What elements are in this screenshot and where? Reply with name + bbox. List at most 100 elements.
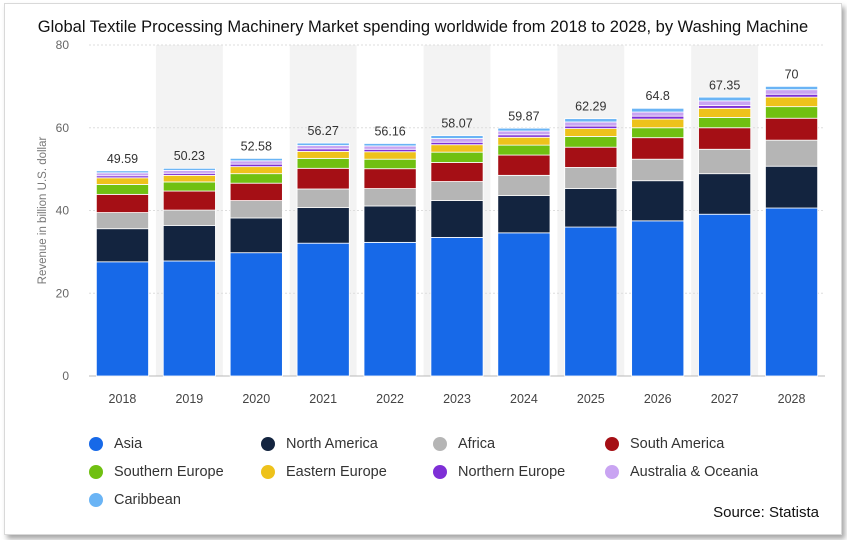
bar-segment-north-america [162, 224, 216, 262]
legend-marker [89, 465, 103, 479]
x-tick-label: 2025 [577, 392, 605, 406]
bar-segment-north-america [564, 188, 618, 228]
bar-segment-asia [765, 207, 819, 377]
bar-segment-northern-europe [631, 115, 685, 120]
total-data-label: 59.87 [508, 109, 539, 123]
bar-segment-north-america [497, 195, 551, 234]
bar-segment-caribbean [430, 135, 484, 139]
bar-segment-southern-europe [162, 181, 216, 192]
bar-segment-eastern-europe [430, 144, 484, 153]
bar-segment-south-america [698, 127, 752, 150]
chart-frame: Global Textile Processing Machinery Mark… [4, 3, 842, 535]
legend-label: Eastern Europe [286, 464, 387, 480]
bar-segment-southern-europe [363, 158, 417, 170]
bar-segment-australia-oceania [497, 130, 551, 136]
legend-label: Northern Europe [458, 464, 566, 480]
x-tick-label: 2026 [644, 392, 672, 406]
bar-segment-caribbean [296, 142, 350, 146]
source-note: Source: Statista [713, 504, 819, 521]
y-tick-label: 80 [56, 38, 70, 52]
bar-segment-asia [95, 261, 149, 377]
legend-item[interactable]: Southern Europe [89, 461, 224, 483]
legend-item[interactable]: Asia [89, 433, 142, 455]
bar-segment-asia [363, 241, 417, 377]
x-tick-label: 2021 [309, 392, 337, 406]
x-tick-label: 2020 [242, 392, 270, 406]
bar-segment-australia-oceania [564, 121, 618, 127]
bar-segment-asia [296, 242, 350, 377]
bar-segment-africa [698, 148, 752, 175]
bar-segment-africa [564, 167, 618, 189]
legend-item[interactable]: North America [261, 433, 378, 455]
bar-segment-caribbean [631, 107, 685, 113]
bar-segment-south-america [631, 137, 685, 160]
chart-title: Global Textile Processing Machinery Mark… [37, 18, 809, 36]
legend-item[interactable]: Australia & Oceania [605, 461, 758, 483]
legend-marker [89, 493, 103, 507]
legend-label: North America [286, 436, 378, 452]
legend-label: Caribbean [114, 492, 181, 508]
bar-segment-africa [296, 188, 350, 209]
bar-segment-asia [564, 226, 618, 377]
chart-plot: 0 20 40 60 80 Revenue in billion U.S. dollar 4… [37, 38, 825, 406]
bar-segment-caribbean [698, 96, 752, 102]
legend-label: South America [630, 436, 725, 452]
bar-segment-north-america [229, 217, 283, 254]
bar-segment-caribbean [229, 157, 283, 162]
legend-item[interactable]: Northern Europe [433, 461, 565, 483]
bar-segment-asia [229, 252, 283, 377]
bar-segment-africa [497, 174, 551, 197]
bar-segment-australia-oceania [229, 160, 283, 165]
x-tick-label: 2024 [510, 392, 538, 406]
bar-segment-north-america [296, 207, 350, 244]
total-data-label: 70 [785, 67, 799, 81]
legend-marker [433, 437, 447, 451]
legend-label: Southern Europe [114, 464, 224, 480]
x-tick-label: 2019 [175, 392, 203, 406]
bar-segment-south-america [564, 146, 618, 168]
bar-segment-northern-europe [698, 105, 752, 109]
y-axis-label: Revenue in billion U.S. dollar [37, 137, 49, 285]
bar-segment-southern-europe [631, 127, 685, 139]
legend-label: Australia & Oceania [630, 464, 759, 480]
legend-marker [261, 465, 275, 479]
legend-marker [605, 437, 619, 451]
bar-segment-australia-oceania [162, 169, 216, 174]
legend-marker [605, 465, 619, 479]
bar-segment-north-america [765, 165, 819, 209]
legend-item[interactable]: Caribbean [89, 489, 181, 511]
bar-segment-south-america [229, 182, 283, 201]
bar-segment-eastern-europe [363, 151, 417, 160]
bar-segment-southern-europe [698, 117, 752, 129]
bar-segment-eastern-europe [631, 118, 685, 129]
bar-segment-africa [229, 200, 283, 219]
bar-segment-southern-europe [229, 173, 283, 184]
bar-segment-north-america [363, 205, 417, 243]
legend-label: Africa [458, 436, 496, 452]
bar-segment-caribbean [95, 170, 149, 174]
total-data-label: 58.07 [441, 117, 472, 131]
legend-item[interactable]: Africa [433, 433, 495, 455]
bar-segment-south-america [497, 154, 551, 176]
bar-segment-eastern-europe [296, 150, 350, 159]
bar-segment-africa [430, 181, 484, 201]
bar-segment-caribbean [765, 85, 819, 91]
bar-segment-north-america [95, 228, 149, 263]
legend-item[interactable]: Eastern Europe [261, 461, 387, 483]
bar-segment-eastern-europe [162, 174, 216, 183]
bar-segment-australia-oceania [698, 100, 752, 106]
bar-segment-australia-oceania [765, 89, 819, 95]
bar-segment-asia [631, 220, 685, 377]
bar-segment-south-america [765, 117, 819, 141]
y-tick-label: 20 [56, 286, 70, 300]
bar-segment-southern-europe [95, 184, 149, 195]
legend-marker [261, 437, 275, 451]
legend-marker [89, 437, 103, 451]
legend-item[interactable]: South America [605, 433, 724, 455]
bar-segment-south-america [363, 168, 417, 189]
legend-marker [433, 465, 447, 479]
bar-segment-southern-europe [497, 144, 551, 156]
bar-segment-caribbean [564, 118, 618, 123]
bar-segment-eastern-europe [698, 107, 752, 118]
bar-segment-africa [631, 158, 685, 182]
